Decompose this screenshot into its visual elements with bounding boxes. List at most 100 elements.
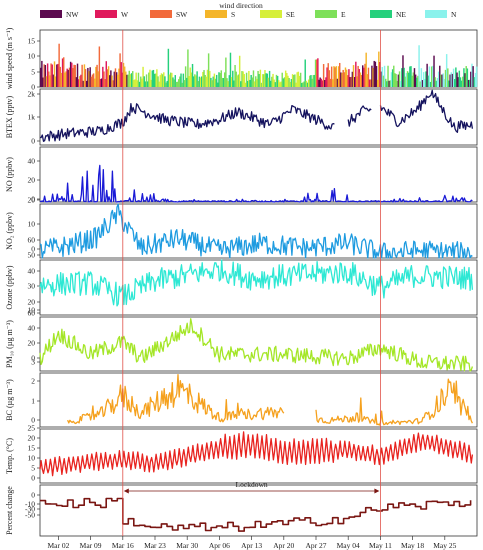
wind-speed-bar [72,68,74,87]
wind-speed-bar [418,45,420,87]
series-line [67,373,473,426]
y-tick-label: 0 [31,416,35,425]
wind-speed-bar [152,69,155,87]
wind-speed-bar [222,78,225,87]
wind-speed-bar [276,75,279,87]
lockdown-label: Lockdown [236,480,268,489]
wind-speed-bar [424,78,426,87]
wind-speed-bar [60,72,63,87]
wind-speed-bar [220,70,222,87]
wind-speed-bar [327,63,329,87]
wind-speed-bar [388,80,390,87]
y-tick-label: 5 [31,68,35,77]
wind-speed-bar [306,82,309,87]
legend-swatch-se [260,10,282,18]
y-tick-label: 10 [28,52,36,61]
wind-speed-bar [249,79,251,87]
panel-8: -50-30-100 Percent change [5,484,478,537]
wind-speed-bar [304,59,306,87]
wind-speed-bar [270,80,272,87]
wind-speed-bar [166,80,168,87]
wind-speed-bar [141,78,143,87]
wind-speed-bar [165,82,167,87]
wind-speed-bar [464,73,466,87]
legend-swatch-ne [370,10,392,18]
wind-speed-bar [295,82,297,87]
wind-speed-bar [209,70,211,87]
panel-6: 0 1 2 3 BC (µg m⁻³) [5,358,478,428]
wind-speed-bar [284,70,287,87]
y-axis-label: PM₁₀ (µg m⁻³) [5,320,14,368]
wind-speed-bar [149,69,151,87]
wind-speed-bar [233,80,235,87]
wind-speed-bar [61,58,64,87]
y-tick-label: 40 [28,157,36,166]
wind-speed-bar [375,66,378,87]
wind-speed-bar [206,69,209,87]
wind-speed-bar [462,76,464,87]
wind-speed-bar [293,75,295,87]
wind-speed-bar [428,66,431,87]
y-tick-label: 20 [28,339,36,348]
wind-speed-bar [87,67,89,87]
wind-speed-bar [236,75,239,87]
wind-speed-bar [121,72,124,87]
wind-speed-bar [48,71,50,87]
wind-speed-bar [89,67,91,87]
wind-speed-bar [344,67,347,87]
arrow-head-left [123,488,129,494]
wind-speed-bar [53,61,56,87]
wind-speed-bar [267,77,270,87]
wind-speed-bar [174,75,176,87]
wind-speed-bar [431,66,433,87]
wind-speed-bar [173,79,175,87]
y-tick-label: 0 [31,354,35,363]
wind-speed-bar [353,77,356,87]
wind-speed-bar [435,80,438,87]
wind-speed-bar [343,72,346,87]
wind-speed-bar [140,76,142,87]
wind-speed-bar [337,66,340,87]
wind-speed-bar [475,66,478,87]
wind-speed-bar [252,70,255,87]
legend-swatch-s [205,10,227,18]
wind-speed-bar [452,68,455,87]
wind-speed-bar [414,74,417,87]
wind-speed-bar [176,81,179,87]
wind-speed-bar [202,71,204,87]
wind-speed-bar [426,63,428,87]
wind-speed-bar [204,74,206,87]
panel-1: 0 1k 2k BTEX (pptv) [5,88,478,146]
wind-speed-bar [59,66,61,87]
wind-speed-bar [137,72,140,87]
wind-speed-bar [238,55,241,87]
wind-speed-bar [320,78,323,87]
wind-speed-bar [401,68,403,87]
wind-speed-bar [156,69,158,87]
wind-speed-bar [307,79,310,87]
wind-speed-bar [398,71,401,87]
wind-speed-bar [336,78,339,87]
wind-speed-bar [432,65,434,87]
wind-speed-bar [58,43,60,87]
wind-speed-bar [99,79,102,87]
wind-speed-bar [125,71,127,87]
y-tick-label: 0 [31,491,35,500]
wind-speed-bar [443,79,446,87]
wind-speed-bar [211,80,213,87]
y-tick-label: 1k [28,113,36,122]
wind-speed-bar [255,76,257,87]
panel-frame [39,316,478,372]
wind-speed-bar [168,74,171,87]
wind-speed-bar [75,77,78,87]
wind-speed-bar [314,59,317,87]
y-tick-label: -30 [25,505,35,514]
wind-speed-bar [302,82,304,87]
wind-speed-bar [112,80,114,87]
wind-speed-bar [298,75,301,87]
wind-speed-bar [286,73,288,87]
legend-swatch-nw [40,10,62,18]
wind-speed-bar [273,79,275,87]
wind-speed-bar [143,76,145,87]
wind-speed-bar [187,49,189,87]
